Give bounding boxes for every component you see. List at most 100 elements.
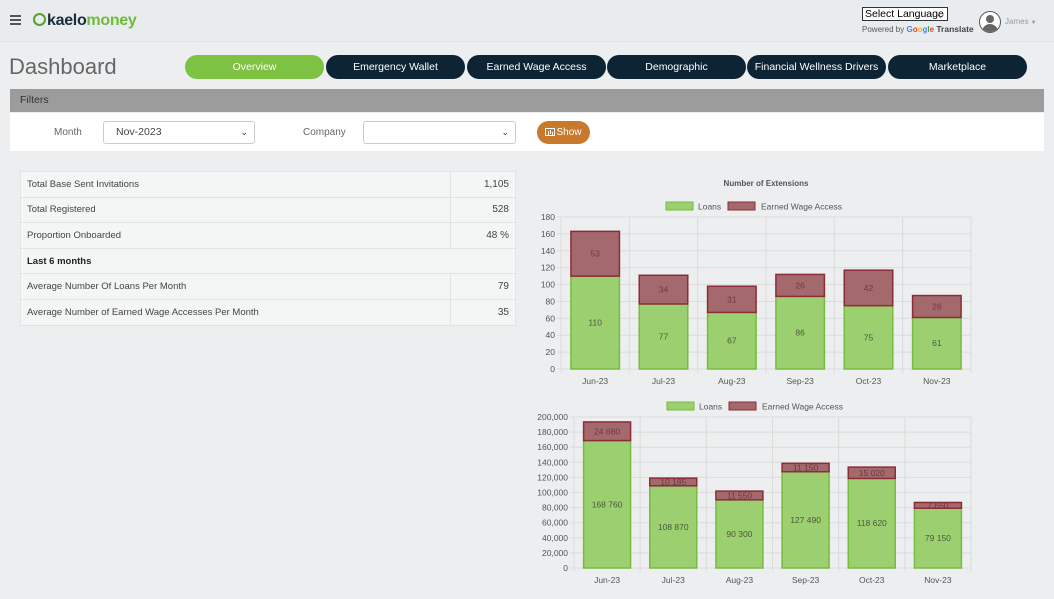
tab-earned-wage-access[interactable]: Earned Wage Access	[467, 55, 606, 79]
bar-chart-icon	[545, 128, 556, 136]
table-row: Proportion Onboarded 48 %	[20, 222, 516, 249]
y-tick-label: 140,000	[537, 457, 568, 467]
filters-header: Filters	[10, 89, 1044, 112]
x-tick-label: Nov-23	[924, 575, 952, 585]
bar-loans	[706, 311, 757, 370]
bar-loans	[781, 470, 830, 569]
bar-loans	[582, 439, 632, 569]
table-row: Average Number Of Loans Per Month 79	[20, 273, 516, 300]
stat-label: Average Number Of Loans Per Month	[20, 273, 451, 300]
y-tick-label: 100,000	[537, 488, 568, 498]
stat-value: 1,105	[450, 171, 516, 198]
stat-value: 528	[450, 196, 516, 224]
language-select[interactable]: Select Language ⌵	[862, 7, 948, 21]
brand-suffix: money	[86, 12, 137, 29]
user-avatar-icon[interactable]	[979, 11, 1001, 33]
y-tick-label: 120,000	[537, 472, 568, 482]
y-tick-label: 20,000	[542, 548, 568, 558]
chevron-down-icon: ⌄	[501, 127, 509, 137]
stat-value: 79	[450, 273, 516, 300]
tab-financial-wellness-drivers[interactable]: Financial Wellness Drivers	[747, 55, 886, 79]
company-select[interactable]: ⌄	[363, 121, 516, 144]
y-tick-label: 200,000	[537, 412, 568, 422]
y-tick-label: 140	[541, 246, 555, 256]
table-row: Total Registered 528	[20, 196, 516, 224]
bar-ewa	[649, 477, 698, 487]
data-label-ewa: 53	[590, 249, 600, 259]
x-tick-label: Jul-23	[662, 575, 685, 585]
x-tick-label: Oct-23	[856, 376, 882, 386]
y-tick-label: 40	[546, 330, 556, 340]
bar-loans	[570, 275, 621, 370]
x-tick-label: Sep-23	[786, 376, 814, 386]
month-label: Month	[54, 127, 82, 138]
x-tick-label: Jun-23	[582, 376, 608, 386]
summary-stats-table: Total Base Sent Invitations 1,105 Total R…	[20, 171, 516, 326]
bar-ewa	[843, 269, 894, 307]
data-label-loans: 118 620	[857, 518, 887, 528]
legend-swatch-ewa	[728, 401, 757, 411]
tab-overview[interactable]: Overview	[185, 55, 324, 79]
language-select-value: Select Language	[865, 8, 944, 20]
x-tick-label: Nov-23	[923, 376, 951, 386]
bar-ewa	[706, 285, 757, 314]
x-tick-label: Jul-23	[652, 376, 675, 386]
data-label-ewa: 7 650	[927, 500, 949, 510]
bar-ewa	[638, 274, 689, 305]
bar-loans	[715, 499, 764, 569]
bar-loans	[913, 507, 963, 569]
stat-value: 48 %	[450, 222, 516, 249]
y-tick-label: 0	[563, 563, 568, 573]
x-tick-label: Jun-23	[594, 575, 620, 585]
y-tick-label: 20	[546, 347, 556, 357]
stat-label: Total Base Sent Invitations	[20, 171, 451, 198]
tab-demographic[interactable]: Demographic	[607, 55, 746, 79]
legend-swatch-loans	[666, 401, 695, 411]
table-section-row: Last 6 months	[20, 247, 516, 275]
table-row: Average Number of Earned Wage Accesses P…	[20, 298, 516, 326]
translate-label: Translate	[936, 24, 974, 34]
data-label-ewa: 11 550	[727, 490, 753, 500]
tab-emergency-wallet[interactable]: Emergency Wallet	[326, 55, 465, 79]
user-menu[interactable]: James ▼	[1005, 17, 1037, 26]
legend-label-loans: Loans	[699, 402, 722, 412]
chevron-down-icon: ⌄	[240, 127, 248, 137]
y-tick-label: 100	[541, 280, 555, 290]
month-select-value: Nov-2023	[116, 126, 162, 138]
x-tick-label: Oct-23	[859, 575, 885, 585]
powered-by-label: Powered by	[862, 25, 905, 34]
bar-ewa	[781, 462, 830, 473]
data-label-ewa: 15 020	[859, 468, 885, 478]
data-label-loans: 61	[932, 338, 942, 348]
filters-panel: Month Nov-2023 ⌄ Company ⌄ Show	[10, 113, 1044, 151]
bar-loans	[911, 316, 962, 370]
data-label-ewa: 31	[727, 294, 737, 304]
y-tick-label: 60	[546, 313, 556, 323]
show-button[interactable]: Show	[537, 121, 590, 144]
y-tick-label: 80,000	[542, 503, 568, 513]
brand-logo[interactable]: kaelomoney	[33, 12, 137, 30]
stat-value: 35	[450, 298, 516, 326]
stat-label: Proportion Onboarded	[20, 222, 451, 249]
bar-ewa	[775, 273, 826, 298]
x-tick-label: Sep-23	[792, 575, 820, 585]
hamburger-menu-icon[interactable]	[10, 15, 21, 25]
show-button-label: Show	[556, 127, 582, 138]
legend-label-ewa: Earned Wage Access	[761, 202, 842, 212]
x-tick-label: Aug-23	[726, 575, 754, 585]
data-label-loans: 90 300	[726, 529, 752, 539]
data-label-loans: 168 760	[592, 499, 623, 509]
stat-label: Total Registered	[20, 196, 451, 224]
month-select[interactable]: Nov-2023 ⌄	[103, 121, 255, 144]
powered-by-google-translate[interactable]: Powered by Google Translate	[862, 24, 974, 34]
bar-ewa	[715, 490, 764, 501]
legend-swatch-ewa	[727, 201, 756, 211]
y-tick-label: 160	[541, 229, 555, 239]
bar-loans	[843, 304, 894, 370]
chart-title: Number of Extensions	[724, 179, 809, 188]
tab-marketplace[interactable]: Marketplace	[888, 55, 1027, 79]
bar-ewa	[913, 501, 963, 509]
data-label-loans: 86	[795, 328, 805, 338]
y-tick-label: 180	[541, 212, 555, 222]
legend-label-loans: Loans	[698, 202, 721, 212]
